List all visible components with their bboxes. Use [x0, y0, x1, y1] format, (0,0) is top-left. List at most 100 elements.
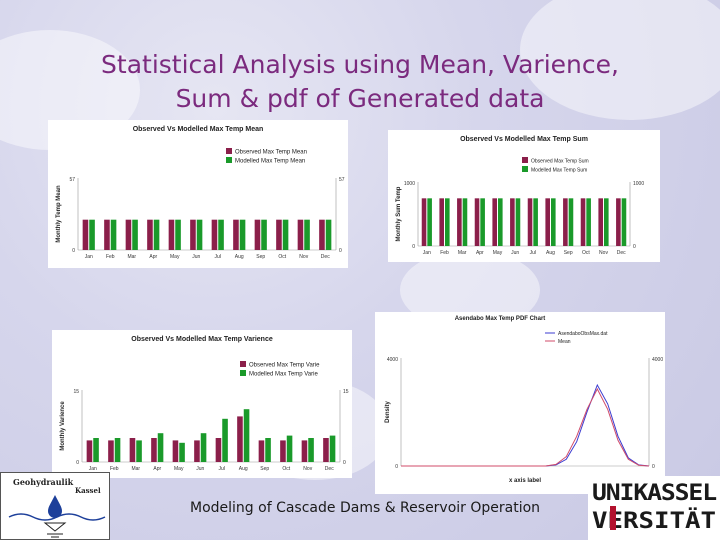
logo-left-text1: Geohydraulik [13, 477, 74, 487]
bar-observed [421, 198, 427, 246]
legend-label: Observed Max Temp Sum [531, 159, 589, 165]
bar-observed [172, 440, 179, 462]
bar-modelled [325, 219, 332, 250]
legend-label: Modelled Max Temp Sum [531, 168, 587, 174]
y-tick-label: 0 [395, 464, 398, 470]
bar-modelled [157, 433, 164, 462]
bar-modelled [239, 219, 246, 250]
bar-modelled [110, 219, 117, 250]
chart-title: Observed Vs Modelled Max Temp Mean [133, 126, 264, 133]
bar-modelled [515, 198, 521, 246]
bar-modelled [586, 198, 591, 246]
bar-modelled [498, 198, 503, 246]
x-tick-label: Mar [458, 250, 467, 256]
slide-title-line2: Sum & pdf of Generated data [175, 84, 545, 113]
triangle-icon [43, 522, 67, 532]
logo-accent-bar [610, 506, 616, 530]
bar-modelled [153, 219, 160, 250]
x-tick-label: Feb [110, 466, 119, 472]
bar-modelled [243, 409, 250, 462]
x-tick-label: Sep [564, 250, 573, 256]
footer-text: Modeling of Cascade Dams & Reservoir Ope… [190, 500, 541, 516]
background-blob [520, 0, 720, 120]
legend-swatch [226, 157, 232, 163]
bar-modelled [304, 219, 310, 250]
x-tick-label: Sep [260, 466, 269, 472]
bar-observed [108, 440, 114, 462]
x-tick-label: Jul [215, 254, 221, 260]
y-tick-label-right: 0 [343, 460, 346, 466]
legend-label: AsendaboObsMax.dat [558, 331, 608, 337]
y-axis-label: Monthly Varience [60, 401, 66, 451]
bar-modelled [533, 198, 538, 246]
bar-observed [233, 219, 239, 250]
x-tick-label: Sep [256, 254, 265, 260]
x-tick-label: Jun [511, 250, 519, 256]
bar-modelled [621, 198, 627, 246]
bar-observed [545, 198, 550, 246]
uni-kassel-logo-graphic: UNIKASSEL VERSITÄT [592, 481, 718, 534]
bar-modelled [218, 219, 224, 250]
chart-mean: Observed Vs Modelled Max Temp Mean Observ… [56, 126, 345, 260]
x-tick-label: Nov [303, 466, 312, 472]
x-tick-label: Jul [219, 466, 225, 472]
x-tick-label: Nov [299, 254, 308, 260]
bar-modelled [568, 198, 574, 246]
y-tick-label-right: 0 [652, 464, 655, 470]
bar-observed [190, 219, 196, 250]
bar-modelled [604, 198, 609, 246]
bar-observed [492, 198, 497, 246]
bar-modelled [89, 219, 95, 250]
bar-observed [237, 416, 243, 462]
y-tick-label-right: 0 [633, 244, 636, 250]
bar-modelled [114, 438, 121, 462]
bar-observed [194, 440, 200, 462]
x-axis-label: x axis label [509, 478, 541, 484]
x-tick-label: May [174, 466, 184, 472]
legend-swatch [240, 370, 246, 376]
bar-observed [104, 219, 110, 250]
chart-panel-variance: Observed Vs Modelled Max Temp Varience Ob… [52, 330, 352, 478]
bar-modelled [222, 418, 228, 462]
x-tick-label: Dec [321, 254, 330, 260]
chart-panel-sum: Observed Vs Modelled Max Temp Sum Observe… [388, 130, 660, 262]
y-axis-label: Density [385, 401, 391, 423]
bar-modelled [196, 219, 203, 250]
y-tick-label: 57 [69, 177, 75, 183]
y-axis-label: Monthly Sum Temp [396, 186, 402, 241]
legend-swatch [522, 157, 528, 163]
y-tick-label: 1000 [404, 181, 415, 187]
x-tick-label: Aug [239, 466, 248, 472]
bar-observed [151, 438, 157, 462]
x-tick-label: Dec [325, 466, 334, 472]
bar-observed [439, 198, 444, 246]
logo-left-text2: Kassel [75, 486, 101, 495]
water-drop-icon [48, 495, 62, 518]
bar-modelled [200, 433, 207, 462]
y-tick-label: 0 [412, 244, 415, 250]
y-axis-label: Monthly Temp Mean [56, 185, 62, 243]
legend-label: Modelled Max Temp Mean [235, 159, 305, 165]
x-tick-label: Apr [149, 254, 157, 260]
uni-kassel-logo: UNIKASSEL VERSITÄT [588, 476, 720, 540]
bar-modelled [175, 219, 181, 250]
geohydraulik-logo: Geohydraulik Kassel [0, 472, 110, 540]
bar-observed [258, 440, 265, 462]
legend-swatch [522, 166, 528, 172]
chart-sum: Observed Vs Modelled Max Temp Sum Observe… [396, 136, 644, 256]
legend-label: Observed Max Temp Varie [249, 363, 320, 369]
bar-modelled [93, 438, 99, 462]
x-tick-label: Oct [282, 466, 290, 472]
x-tick-label: May [170, 254, 180, 260]
x-tick-label: Jun [196, 466, 204, 472]
chart-variance: Observed Vs Modelled Max Temp Varience Ob… [60, 336, 349, 472]
y-tick-label-right: 0 [339, 248, 342, 254]
legend-label: Observed Max Temp Mean [235, 150, 307, 156]
bar-modelled [282, 219, 289, 250]
x-tick-label: Oct [278, 254, 286, 260]
bar-observed [563, 198, 568, 246]
bar-observed [297, 219, 304, 250]
bar-modelled [427, 198, 432, 246]
x-tick-label: Dec [617, 250, 626, 256]
